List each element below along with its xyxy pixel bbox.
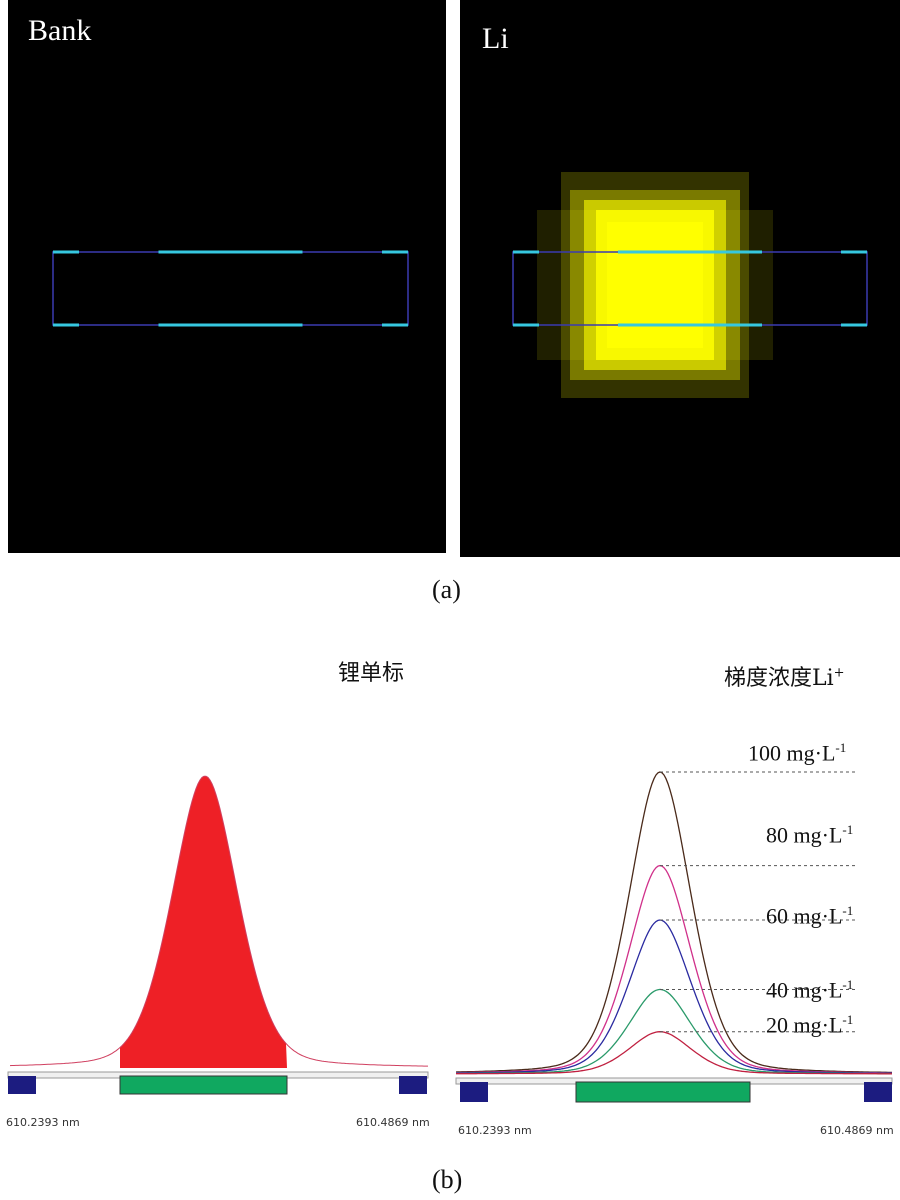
li-glow-block-5 (607, 222, 703, 348)
blank-panel-label: Bank (28, 14, 92, 47)
right-title-main: 梯度浓度Li (724, 666, 834, 691)
right-axis-min-label: 610.2393 nm (458, 1124, 532, 1137)
left-scale-window (119, 1075, 288, 1095)
conc-label-60-sup: -1 (842, 903, 854, 918)
right-spectrum-title: 梯度浓度Li+ (724, 660, 845, 692)
caption-a: (a) (432, 575, 461, 604)
conc-label-40-sup: -1 (842, 977, 854, 992)
left-peak-fill (120, 776, 287, 1068)
li-panel-label: Li (482, 22, 509, 55)
conc-label-100-main: 100 mg·L (748, 740, 836, 766)
conc-label-100: 100 mg·L-1 (748, 740, 846, 766)
conc-label-20-sup: -1 (842, 1012, 854, 1027)
right-axis-max-label: 610.4869 nm (820, 1124, 894, 1137)
conc-label-60: 60 mg·L-1 (766, 903, 853, 929)
left-scale-start-block (8, 1076, 36, 1094)
conc-label-80-sup: -1 (842, 822, 854, 837)
conc-label-80-main: 80 mg·L (766, 822, 843, 848)
caption-b: (b) (432, 1165, 463, 1194)
left-axis-min-label: 610.2393 nm (6, 1116, 80, 1129)
conc-label-20-main: 20 mg·L (766, 1012, 843, 1038)
left-spectrum-title: 锂单标 (338, 661, 405, 686)
right-scale-window (575, 1081, 751, 1103)
conc-label-20: 20 mg·L-1 (766, 1012, 853, 1038)
right-scale-start-block (460, 1082, 488, 1102)
right-scale-end-block (864, 1082, 892, 1102)
conc-label-60-main: 60 mg·L (766, 903, 843, 929)
conc-label-40: 40 mg·L-1 (766, 977, 853, 1003)
peak-line-100 (455, 771, 892, 1074)
conc-label-100-sup: -1 (835, 740, 847, 755)
right-title-sup: + (833, 665, 845, 681)
left-peak-outline (9, 775, 428, 1067)
left-axis-max-label: 610.4869 nm (356, 1116, 430, 1129)
left-scale-end-block (399, 1076, 427, 1094)
panel-a-overlay (52, 172, 868, 398)
peak-line-80 (456, 864, 892, 1074)
peak-line-60 (455, 919, 892, 1074)
peak-line-20 (456, 1031, 892, 1075)
blank-image-panel: Bank (8, 0, 446, 553)
conc-label-40-main: 40 mg·L (766, 977, 843, 1003)
conc-label-80: 80 mg·L-1 (766, 822, 853, 848)
